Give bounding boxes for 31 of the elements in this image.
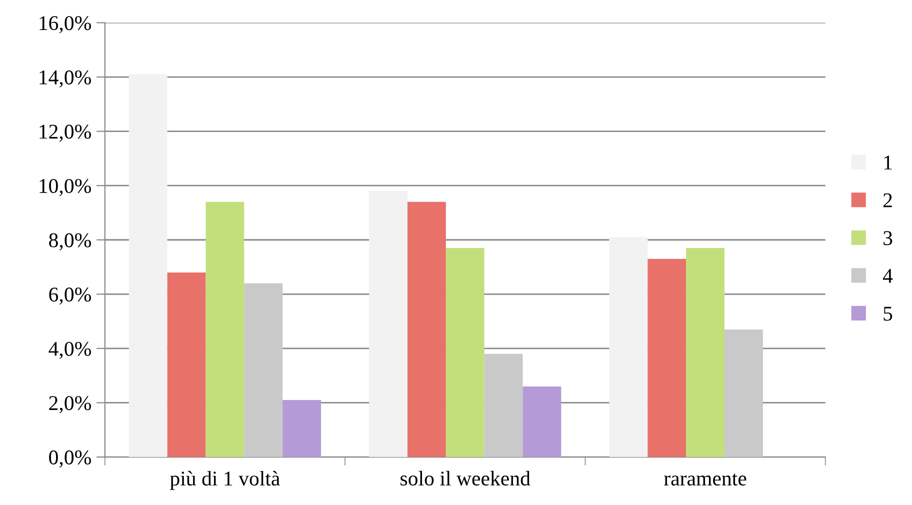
x-tick-label: più di 1 voltà [170, 470, 280, 490]
legend-label: 2 [883, 193, 892, 208]
y-tick-label: 16,0% [40, 16, 91, 34]
bar [244, 283, 283, 458]
legend-label: 3 [884, 231, 892, 246]
bar [686, 248, 724, 458]
y-tick-label: 4,0% [48, 342, 91, 359]
bar [724, 329, 763, 458]
bar [407, 202, 446, 458]
bar [522, 386, 562, 458]
y-tick-label: 2,0% [49, 396, 91, 414]
legend-label: 5 [884, 306, 892, 321]
bar [609, 237, 648, 458]
bar [446, 248, 484, 458]
y-tick-label: 6,0% [49, 288, 91, 305]
bar [369, 191, 408, 458]
y-tick-label: 8,0% [49, 233, 91, 250]
bar [206, 202, 244, 458]
bar [128, 74, 168, 458]
x-tick-label: raramente [664, 474, 746, 486]
y-tick-label: 10,0% [40, 178, 91, 196]
bar [167, 272, 206, 458]
legend-label: 4 [882, 269, 893, 283]
bar [282, 400, 322, 458]
y-tick-label: 0,0% [49, 450, 91, 468]
x-tick-label: solo il weekend [400, 470, 530, 486]
bar [648, 258, 686, 458]
y-tick-label: 12,0% [40, 124, 91, 142]
y-tick-label: 14,0% [40, 70, 91, 88]
bar [484, 354, 523, 458]
legend-label: 1 [884, 156, 892, 170]
